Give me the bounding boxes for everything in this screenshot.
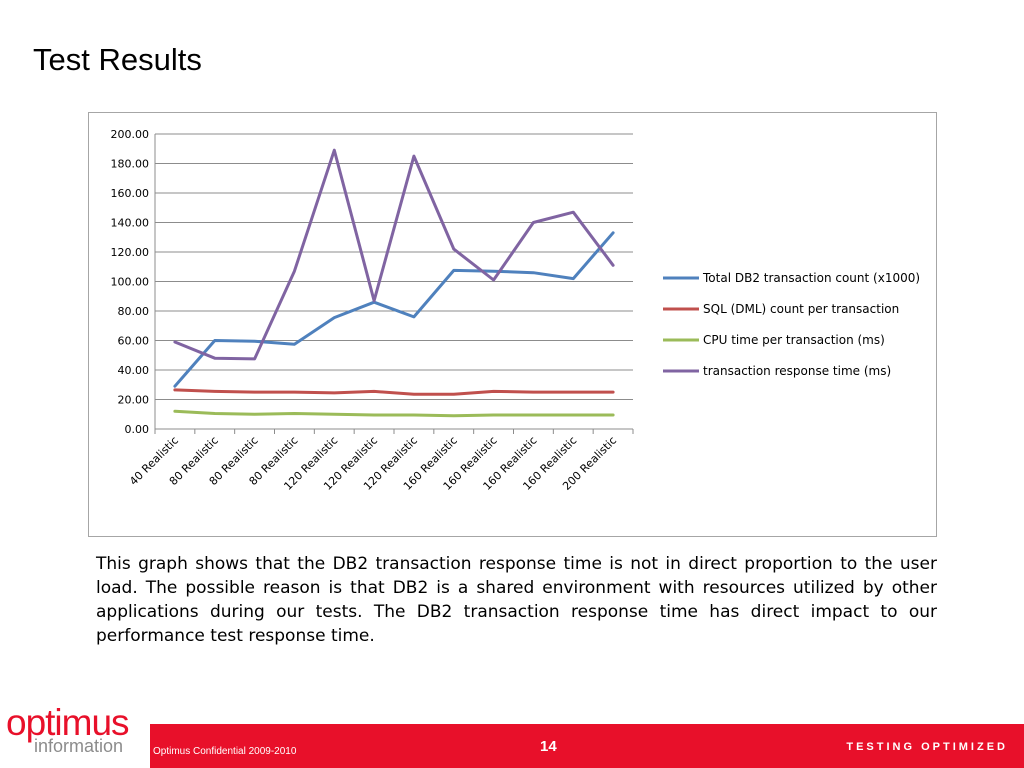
y-tick-label: 60.00 bbox=[118, 335, 150, 348]
legend-label: SQL (DML) count per transaction bbox=[703, 302, 899, 316]
y-tick-label: 180.00 bbox=[111, 158, 150, 171]
y-tick-label: 0.00 bbox=[125, 423, 150, 436]
logo-wordmark: optimus bbox=[6, 702, 130, 743]
legend-label: CPU time per transaction (ms) bbox=[703, 333, 885, 347]
chart-frame: 0.00 20.00 40.00 60.00 80.00 100.00 120.00 140.… bbox=[88, 112, 937, 537]
chart-caption: This graph shows that the DB2 transactio… bbox=[96, 554, 937, 646]
y-tick-label: 140.00 bbox=[111, 217, 150, 230]
footer-confidential: Optimus Confidential 2009-2010 bbox=[153, 746, 297, 757]
footer-tagline: TESTING OPTIMIZED bbox=[846, 741, 1008, 753]
series-line bbox=[173, 148, 615, 361]
company-logo: optimus information bbox=[6, 704, 146, 760]
series-line bbox=[173, 231, 615, 388]
y-tick-label: 20.00 bbox=[118, 394, 150, 407]
legend-label: transaction response time (ms) bbox=[703, 364, 891, 378]
series-line bbox=[173, 409, 615, 418]
page-number: 14 bbox=[540, 738, 557, 755]
slide-title: Test Results bbox=[33, 42, 202, 77]
y-tick-label: 100.00 bbox=[111, 276, 150, 289]
y-tick-label: 40.00 bbox=[118, 364, 150, 377]
y-tick-label: 80.00 bbox=[118, 305, 150, 318]
logo-subtitle: information bbox=[34, 736, 124, 756]
y-tick-label: 120.00 bbox=[111, 246, 150, 259]
y-tick-label: 160.00 bbox=[111, 187, 150, 200]
series-line bbox=[173, 388, 615, 396]
y-tick-label: 200.00 bbox=[111, 128, 150, 141]
line-chart: 0.00 20.00 40.00 60.00 80.00 100.00 120.00 140.… bbox=[111, 128, 921, 493]
footer-bar: Optimus Confidential 2009-2010 14 TESTIN… bbox=[150, 724, 1024, 768]
legend-label: Total DB2 transaction count (x1000) bbox=[702, 271, 920, 285]
